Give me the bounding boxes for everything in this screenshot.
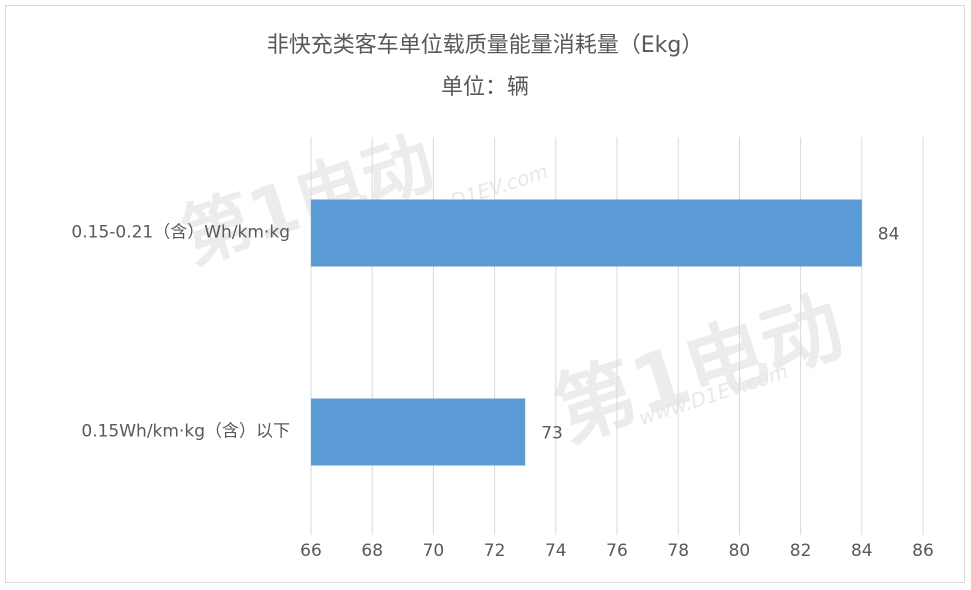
bar <box>311 398 526 466</box>
x-tick-label: 66 <box>300 541 322 561</box>
x-tick-label: 82 <box>790 541 812 561</box>
value-label: 84 <box>878 225 900 245</box>
x-tick-label: 86 <box>912 541 934 561</box>
chart-title: 非快充类客车单位载质量能量消耗量（Ekg） <box>267 33 704 58</box>
bar <box>311 199 862 267</box>
chart-subtitle: 单位：辆 <box>441 75 529 100</box>
x-tick-label: 68 <box>361 541 383 561</box>
x-tick-label: 70 <box>423 541 445 561</box>
x-tick-label: 80 <box>729 541 751 561</box>
x-tick-label: 72 <box>484 541 506 561</box>
x-tick-label: 74 <box>545 541 567 561</box>
x-tick-label: 76 <box>606 541 628 561</box>
x-tick-label: 78 <box>667 541 689 561</box>
value-label: 73 <box>541 424 563 444</box>
chart-border <box>5 5 965 583</box>
y-tick-label: 0.15Wh/km·kg（含）以下 <box>81 422 290 442</box>
x-tick-label: 84 <box>851 541 873 561</box>
y-tick-label: 0.15-0.21（含）Wh/km·kg <box>71 223 290 243</box>
